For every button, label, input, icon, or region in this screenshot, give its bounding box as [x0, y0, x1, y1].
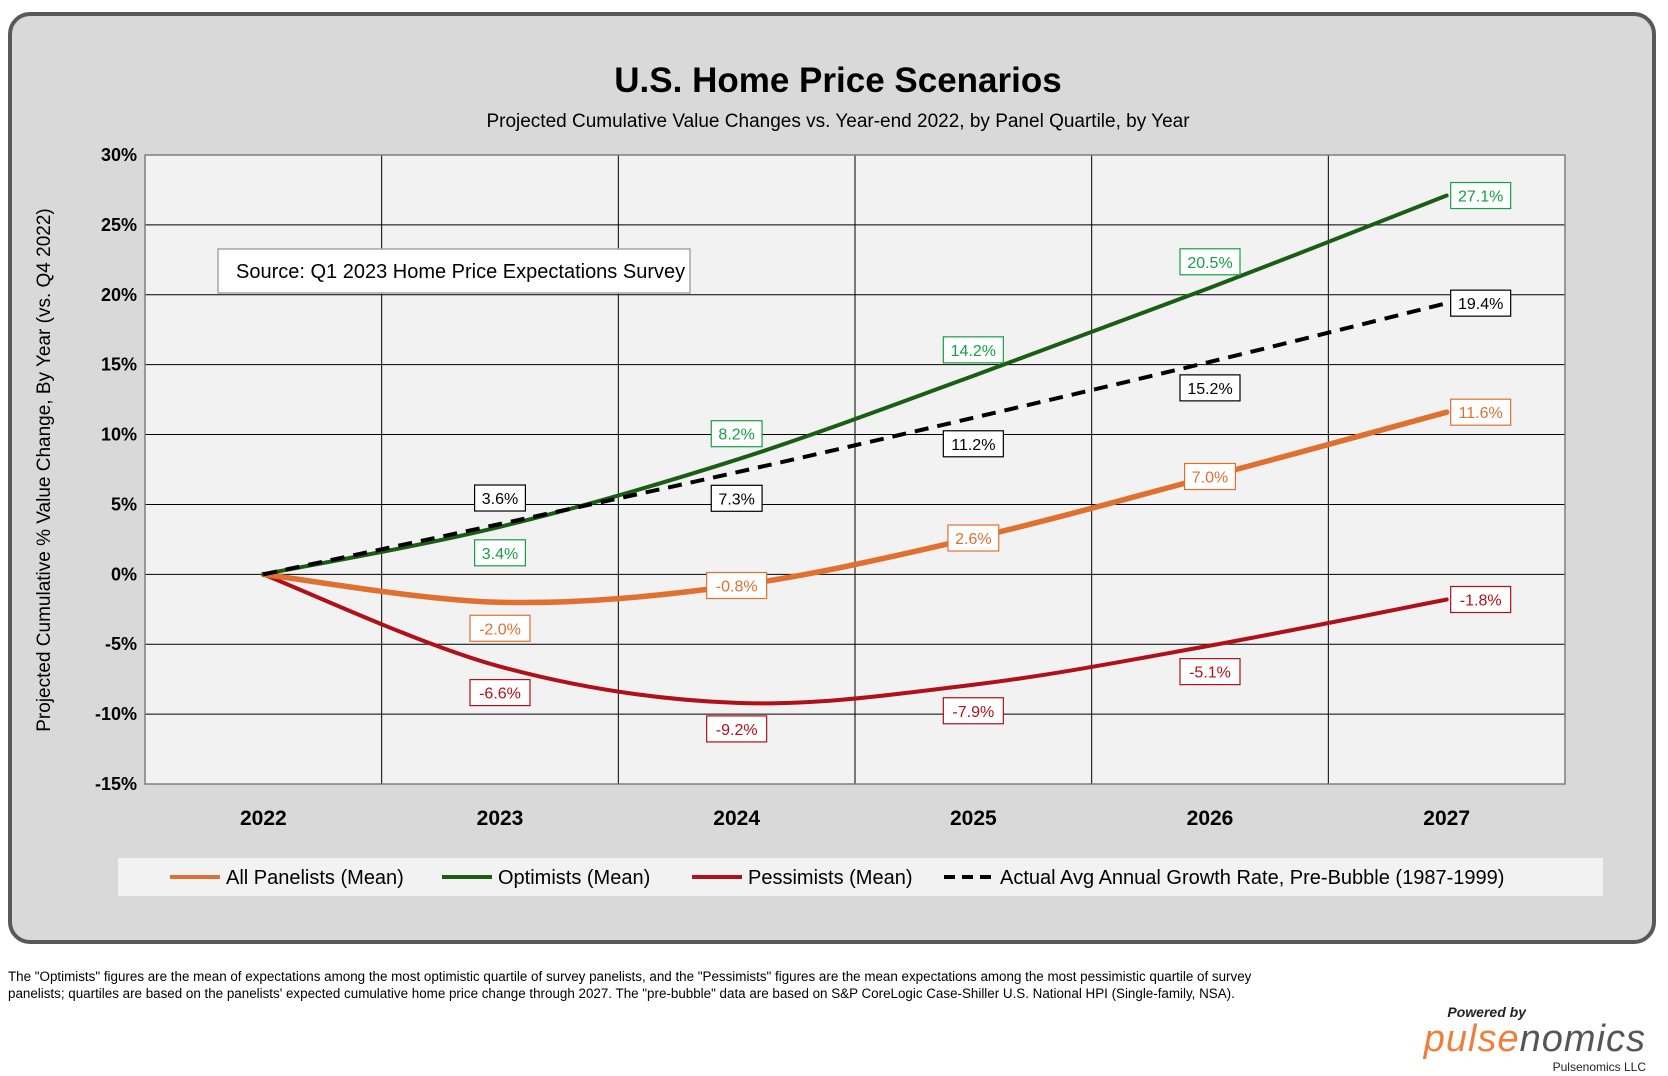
chart: U.S. Home Price Scenarios Projected Cumu…: [34, 61, 1603, 896]
data-label: -1.8%: [1460, 592, 1502, 609]
data-label-box: [1179, 374, 1241, 402]
legend: All Panelists (Mean) Optimists (Mean) Pess…: [170, 867, 1504, 889]
data-label: -7.9%: [952, 704, 994, 721]
data-label-box: [942, 336, 1004, 364]
data-label-box: [1450, 398, 1512, 426]
data-label: 27.1%: [1458, 189, 1503, 206]
data-label-box: [1450, 181, 1512, 210]
x-tick-label: 2022: [240, 807, 287, 830]
y-tick-label: 20%: [101, 285, 137, 305]
series-line-pre: [262, 301, 1448, 577]
pulsenomics-logo: pulsenomics: [1386, 1020, 1646, 1058]
data-label: -0.8%: [716, 579, 758, 596]
data-label-box: [469, 614, 531, 642]
data-label: 15.2%: [1187, 381, 1232, 398]
data-label-box: [710, 484, 763, 512]
data-label: 20.5%: [1187, 255, 1232, 272]
y-tick-label: 10%: [101, 425, 137, 445]
footnote: The "Optimists" figures are the mean of …: [8, 968, 1408, 1002]
data-label: 7.3%: [718, 491, 754, 508]
legend-box: [118, 858, 1603, 896]
data-label-box: [1450, 585, 1512, 614]
data-label: 3.4%: [482, 546, 518, 563]
data-label: 14.2%: [951, 343, 996, 360]
x-tick-label: 2023: [477, 807, 524, 830]
data-label-box: [474, 539, 527, 567]
data-label-box: [1450, 289, 1512, 317]
y-tick-label: 25%: [101, 215, 137, 235]
legend-label-pes: Pessimists (Mean): [748, 867, 912, 889]
x-tick-label: 2026: [1187, 807, 1234, 830]
data-label: 11.6%: [1459, 405, 1503, 422]
footnote-line-1: The "Optimists" figures are the mean of …: [8, 969, 1252, 984]
chart-title: U.S. Home Price Scenarios: [614, 61, 1061, 100]
data-label: 7.0%: [1192, 469, 1228, 486]
data-label-box: [1183, 462, 1236, 491]
x-axis-ticks: 2022 2023 2024 2025 2026 2027: [240, 807, 1470, 830]
footnote-line-2: panelists; quartiles are based on the pa…: [8, 986, 1235, 1001]
y-tick-label: 5%: [111, 494, 137, 514]
y-tick-label: -10%: [95, 704, 137, 724]
legend-label-pre: Actual Avg Annual Growth Rate, Pre-Bubbl…: [1000, 867, 1504, 889]
data-label: -2.0%: [479, 621, 521, 638]
data-label-box: [706, 571, 768, 600]
y-axis-ticks: 30% 25% 20% 15% 10% 5% 0% -5% -10% -15%: [95, 145, 137, 794]
y-tick-label: 0%: [111, 564, 137, 584]
data-label-box: [706, 715, 768, 743]
data-label-box: [947, 524, 1000, 552]
data-label-box: [710, 420, 763, 448]
data-label: 11.2%: [951, 437, 995, 454]
source-box: Source: Q1 2023 Home Price Expectations …: [217, 248, 691, 294]
series-line-pes: [261, 572, 1449, 706]
chart-subtitle: Projected Cumulative Value Changes vs. Y…: [486, 111, 1190, 132]
series-line-opt: [261, 193, 1449, 577]
data-label: -9.2%: [716, 722, 758, 739]
x-tick-label: 2024: [713, 807, 760, 830]
data-label-box: [1179, 248, 1241, 276]
logo-part-2: nomics: [1519, 1018, 1646, 1060]
logo-part-1: pulse: [1423, 1018, 1520, 1060]
branding: Powered by pulsenomics Pulsenomics LLC: [1386, 1004, 1646, 1074]
data-label: 2.6%: [955, 531, 991, 548]
data-label-box: [1179, 658, 1241, 686]
powered-by-text: Powered by: [1447, 1004, 1526, 1020]
y-axis-label: Projected Cumulative % Value Change, By …: [34, 208, 55, 732]
data-label-box: [942, 697, 1004, 725]
data-label: 19.4%: [1458, 296, 1503, 313]
grid: [144, 154, 1566, 785]
series-line-all: [260, 409, 1450, 606]
y-tick-label: -15%: [95, 774, 137, 794]
x-tick-label: 2027: [1423, 807, 1470, 830]
data-label: -5.1%: [1189, 665, 1231, 682]
data-label: 8.2%: [718, 427, 754, 444]
data-label: -6.6%: [479, 686, 521, 703]
source-note: Source: Q1 2023 Home Price Expectations …: [236, 261, 685, 283]
series-lines: [260, 193, 1450, 706]
legend-label-all: All Panelists (Mean): [226, 867, 404, 889]
data-label: 3.6%: [482, 491, 518, 508]
data-label-box: [469, 678, 531, 707]
data-label-box: [942, 430, 1004, 458]
plot-border: [144, 154, 1566, 785]
data-labels: 3.4% 8.2% 14.2% 20.5% 27.1% 3.6% 7.3% 11.2% 15.2…: [469, 181, 1512, 743]
data-label-box: [474, 484, 527, 512]
legend-label-opt: Optimists (Mean): [498, 867, 650, 889]
x-tick-label: 2025: [950, 807, 997, 830]
company-name: Pulsenomics LLC: [1552, 1060, 1646, 1074]
y-tick-label: 15%: [101, 355, 137, 375]
y-tick-label: -5%: [105, 634, 137, 654]
y-tick-label: 30%: [101, 145, 137, 165]
